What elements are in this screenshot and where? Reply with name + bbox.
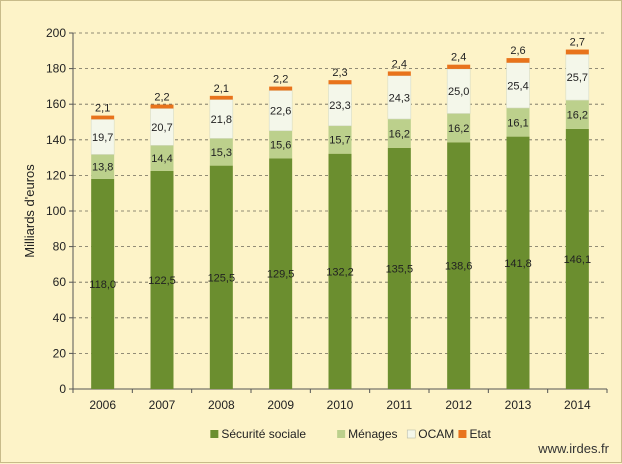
y-tick-label: 0: [59, 382, 66, 396]
bar-segment: [209, 95, 233, 100]
bar-segment: [269, 130, 293, 159]
y-tick-label: 120: [46, 168, 66, 182]
data-label: 2,7: [570, 37, 585, 49]
bar-segment: [565, 128, 589, 389]
y-tick-label: 100: [46, 204, 66, 218]
x-tick-label: 2012: [445, 398, 472, 412]
data-label: 22,6: [270, 106, 291, 118]
data-label: 16,2: [448, 123, 469, 135]
legend-label: Etat: [469, 427, 491, 441]
bar-segment: [269, 86, 293, 91]
bar-segment: [328, 80, 352, 85]
bar-segment: [328, 125, 352, 154]
bar-segment: [447, 64, 471, 69]
data-label: 19,7: [92, 132, 113, 144]
bar-segment: [269, 158, 293, 389]
data-label: 24,3: [389, 92, 410, 104]
x-tick-label: 2008: [208, 398, 235, 412]
bar-segment: [150, 170, 174, 389]
data-label: 2,1: [214, 83, 229, 95]
y-tick-label: 80: [53, 240, 67, 254]
x-tick-label: 2009: [267, 398, 294, 412]
data-label: 21,8: [211, 114, 232, 126]
data-label: 15,3: [211, 147, 232, 159]
x-tick-label: 2014: [564, 398, 591, 412]
legend-label: Sécurité sociale: [221, 427, 306, 441]
data-label: 132,2: [326, 266, 354, 278]
bar-segment: [150, 104, 174, 109]
data-label: 16,2: [389, 128, 410, 140]
bar-segment: [209, 138, 233, 166]
data-label: 2,1: [95, 103, 110, 115]
bar-segment: [506, 62, 530, 109]
x-tick-label: 2013: [505, 398, 532, 412]
data-label: 141,8: [504, 258, 532, 270]
data-label: 135,5: [386, 263, 414, 275]
legend-label: OCAM: [418, 427, 454, 441]
y-tick-label: 200: [46, 26, 66, 40]
y-tick-label: 160: [46, 97, 66, 111]
data-label: 13,8: [92, 162, 113, 174]
bar-segment: [150, 145, 174, 171]
x-tick-label: 2007: [149, 398, 176, 412]
website-watermark: www.irdes.fr: [538, 441, 609, 456]
data-label: 125,5: [208, 272, 236, 284]
legend-label: Ménages: [348, 427, 397, 441]
data-label: 2,2: [154, 92, 169, 104]
legend-swatch: [337, 430, 346, 438]
y-tick-label: 20: [53, 346, 67, 360]
bar-segment: [506, 136, 530, 389]
data-label: 16,1: [507, 117, 528, 129]
bar-segment: [209, 165, 233, 389]
bar-segment: [387, 118, 411, 148]
bar-segment: [565, 49, 589, 55]
data-label: 118,0: [89, 279, 116, 291]
data-label: 146,1: [564, 254, 592, 266]
bar-segment: [91, 178, 115, 389]
bar-segment: [565, 100, 589, 129]
x-tick-label: 2006: [89, 398, 116, 412]
data-label: 15,6: [270, 140, 291, 152]
data-label: 16,2: [567, 110, 588, 122]
bar-segment: [91, 154, 115, 179]
bar-segment: [447, 142, 471, 389]
data-label: 129,5: [267, 269, 295, 281]
data-label: 2,6: [510, 45, 525, 57]
data-label: 25,4: [507, 80, 528, 92]
data-label: 2,4: [451, 52, 466, 64]
y-tick-label: 140: [46, 133, 66, 147]
data-label: 14,4: [151, 153, 172, 165]
data-label: 122,5: [148, 275, 176, 287]
x-tick-label: 2010: [327, 398, 354, 412]
legend-swatch: [406, 429, 416, 439]
bar-segment: [387, 147, 411, 389]
data-label: 2,2: [273, 74, 288, 86]
data-label: 20,7: [151, 122, 172, 134]
data-label: 25,0: [448, 86, 469, 98]
data-label: 25,7: [567, 72, 588, 84]
bar-segment: [91, 115, 115, 120]
data-label: 15,7: [329, 135, 350, 147]
legend-swatch: [458, 430, 467, 438]
bar-segment: [506, 107, 530, 137]
y-tick-label: 180: [46, 62, 66, 76]
bar-segment: [328, 153, 352, 389]
bar-segment: [387, 71, 411, 76]
legend-swatch: [210, 430, 219, 438]
bar-segment: [506, 58, 530, 63]
data-label: 2,3: [332, 67, 347, 79]
data-label: 23,3: [329, 100, 350, 112]
y-tick-label: 40: [53, 311, 67, 325]
y-axis-label: Milliards d'euros: [22, 164, 37, 258]
x-tick-label: 2011: [386, 398, 412, 412]
y-tick-label: 60: [53, 275, 67, 289]
data-label: 2,4: [392, 58, 407, 70]
bar-segment: [447, 113, 471, 143]
data-label: 138,6: [445, 261, 473, 273]
